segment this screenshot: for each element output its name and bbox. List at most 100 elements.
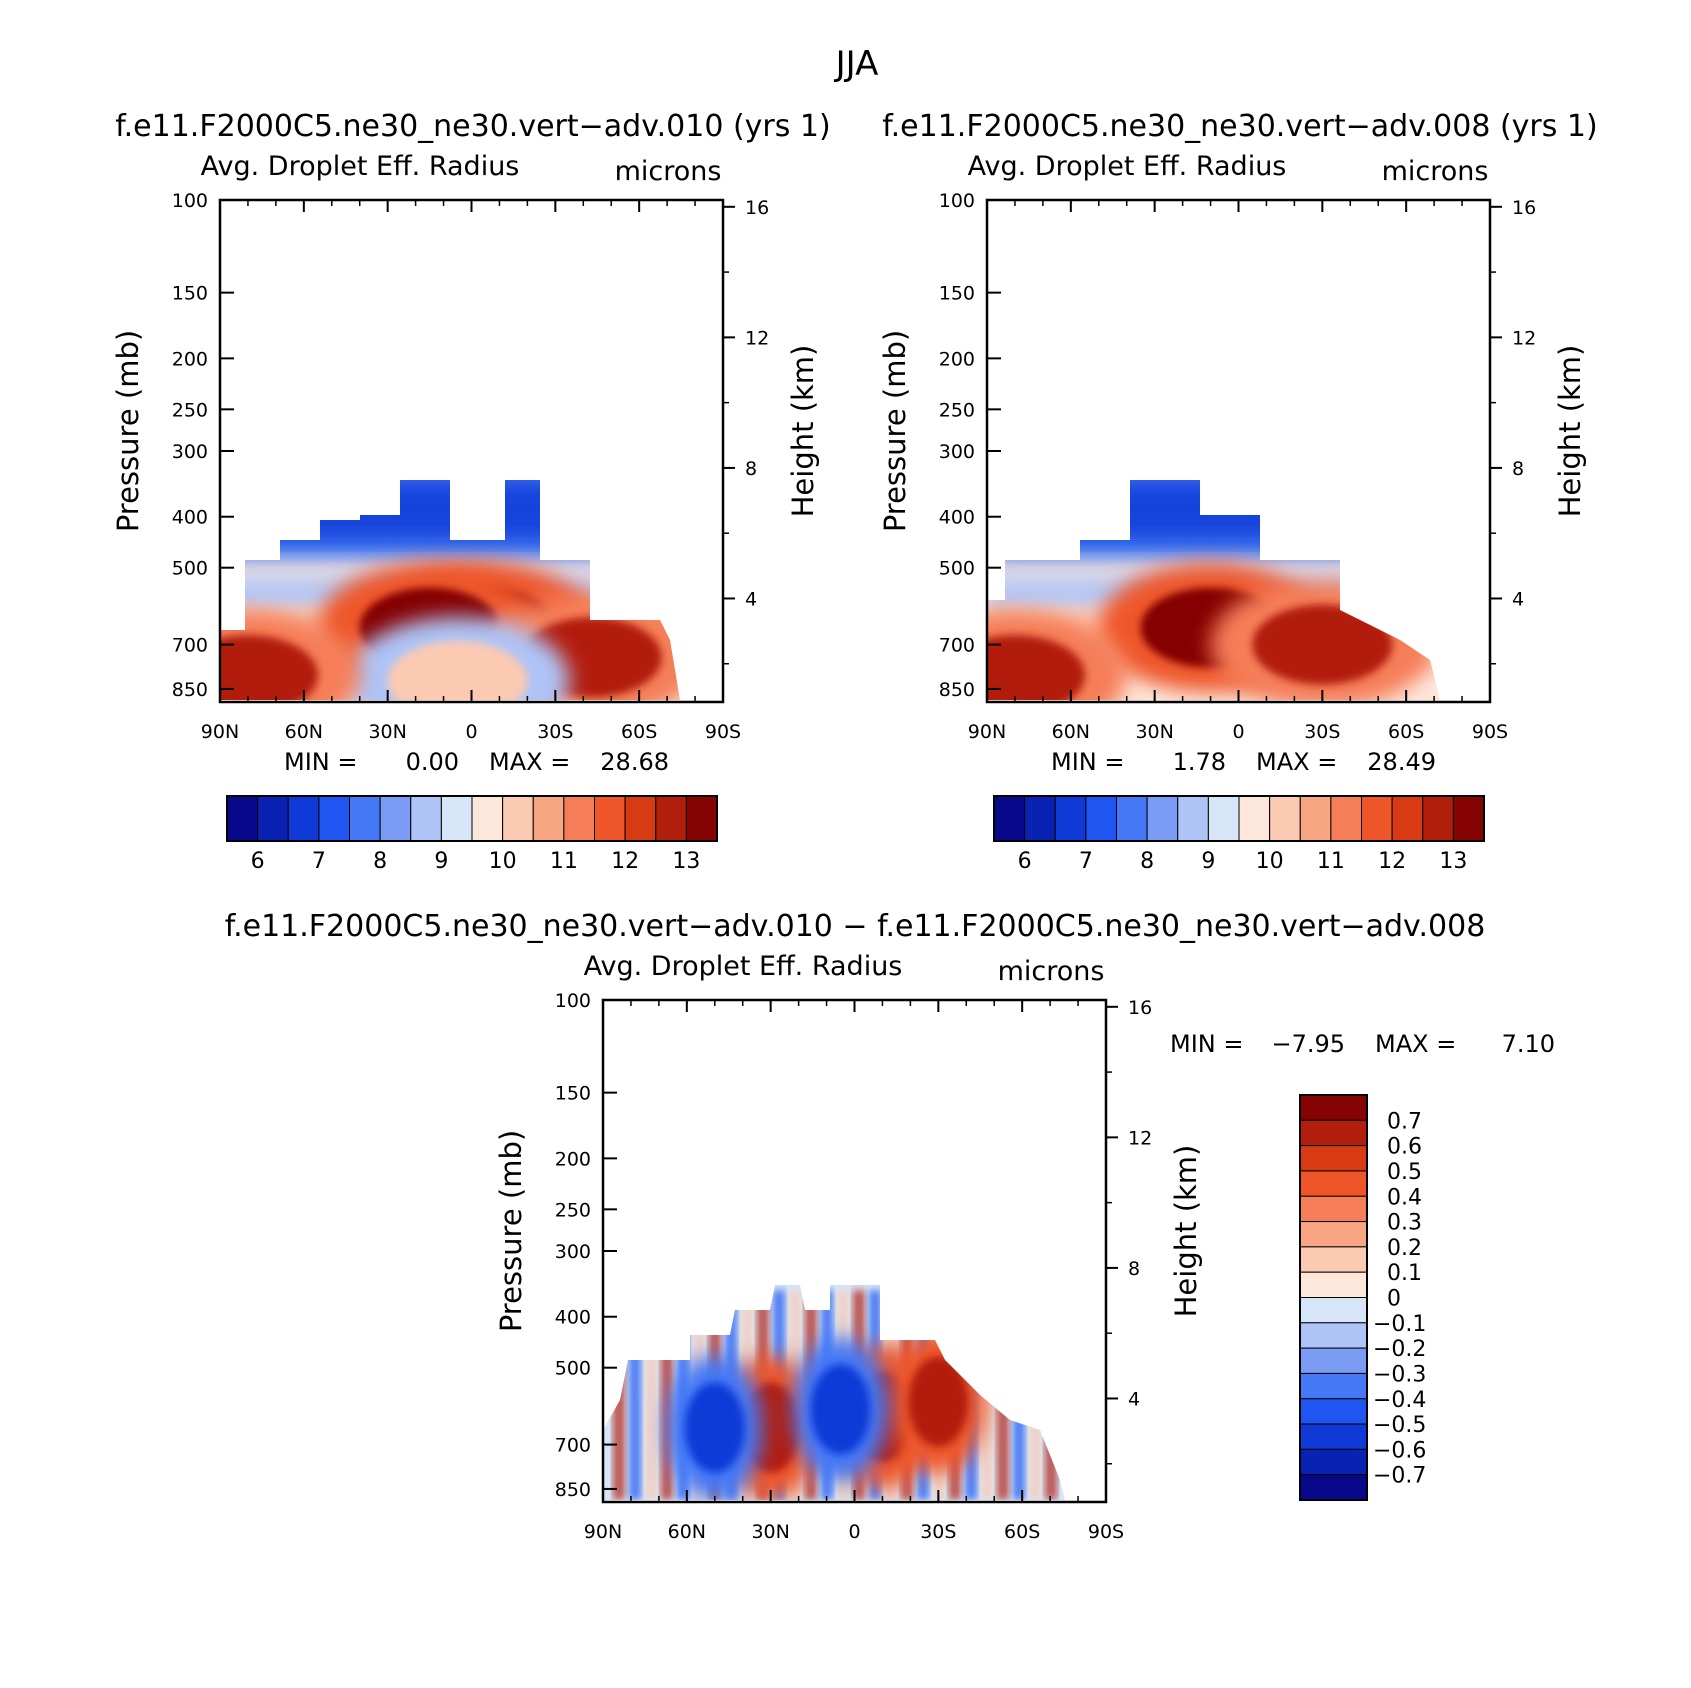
y-tick-label: 100 xyxy=(172,190,208,212)
y-right-tick-label: 8 xyxy=(1128,1258,1140,1280)
y-right-axis-title: Height (km) xyxy=(1169,1145,1203,1318)
colorbar-label: 8 xyxy=(1140,849,1154,874)
panel-case-010: f.e11.F2000C5.ne30_ne30.vert−adv.010 (yr… xyxy=(111,109,831,874)
min-label: MIN = xyxy=(1170,1030,1243,1058)
colorbar-box xyxy=(1299,1195,1368,1223)
y-right-tick-label: 8 xyxy=(745,458,757,480)
colorbar-box xyxy=(1299,1145,1368,1172)
y-tick-label: 200 xyxy=(172,348,208,370)
colorbar-box xyxy=(1177,795,1209,842)
y-right-tick-label: 12 xyxy=(1512,327,1536,349)
colorbar-label: 10 xyxy=(489,849,517,874)
colorbar-label: 11 xyxy=(1317,849,1345,874)
x-tick-label: 90N xyxy=(201,721,239,743)
colorbar-box xyxy=(1299,795,1332,842)
colorbar-label: 0.1 xyxy=(1387,1261,1422,1286)
y-tick-label: 500 xyxy=(172,558,208,580)
x-tick-label: 60N xyxy=(285,721,323,743)
x-tick-label: 60S xyxy=(621,721,657,743)
x-tick-label: 60N xyxy=(668,1521,706,1543)
colorbar-box xyxy=(1391,795,1424,842)
y-tick-label: 250 xyxy=(939,399,975,421)
page-title: JJA xyxy=(834,44,879,84)
y-right-axis-title: Height (km) xyxy=(1553,345,1587,518)
colorbar-label: 0.3 xyxy=(1387,1211,1422,1236)
x-tick-label: 30S xyxy=(920,1521,956,1543)
y-tick-label: 300 xyxy=(939,441,975,463)
feature-core xyxy=(684,1382,745,1473)
units-label: microns xyxy=(615,156,722,187)
colorbar-box xyxy=(1269,795,1301,842)
y-right-tick-label: 8 xyxy=(1512,458,1524,480)
x-tick-label: 30S xyxy=(537,721,573,743)
panel-case-008: f.e11.F2000C5.ne30_ne30.vert−adv.008 (yr… xyxy=(878,109,1598,874)
colorbar-box xyxy=(624,795,657,842)
colorbar-label: 12 xyxy=(611,849,639,874)
colorbar-box xyxy=(349,795,381,842)
colorbar-box xyxy=(1207,795,1240,842)
y-tick-label: 500 xyxy=(939,558,975,580)
feature-core xyxy=(987,635,1085,700)
colorbar-box xyxy=(1299,1119,1368,1147)
colorbar-box xyxy=(257,795,289,842)
min-label: MIN = xyxy=(284,748,357,776)
colorbar-frame xyxy=(1299,1094,1368,1501)
y-tick-label: 100 xyxy=(939,190,975,212)
min-value: 0.00 xyxy=(406,748,459,776)
colorbar-box xyxy=(1361,795,1393,842)
x-tick-label: 30N xyxy=(1135,721,1173,743)
y-tick-label: 150 xyxy=(939,283,975,305)
noise-stripe xyxy=(997,1290,1009,1500)
colorbar-label: 0.2 xyxy=(1387,1236,1422,1261)
colorbar-label: 11 xyxy=(550,849,578,874)
colorbar-box xyxy=(502,795,534,842)
y-tick-label: 700 xyxy=(939,635,975,657)
colorbar-box xyxy=(1299,1423,1368,1450)
colorbar-label: −0.4 xyxy=(1373,1388,1426,1413)
min-value: −7.95 xyxy=(1271,1030,1345,1058)
upper-darkblue-band xyxy=(987,480,1440,540)
colorbar-box xyxy=(1299,1347,1368,1374)
colorbar-frame xyxy=(226,795,718,842)
colorbar-box xyxy=(1024,795,1056,842)
colorbar-box xyxy=(1146,795,1179,842)
x-tick-label: 60S xyxy=(1388,721,1424,743)
colorbar-box xyxy=(685,795,718,842)
colorbar-box xyxy=(1330,795,1362,842)
y-right-tick-label: 16 xyxy=(1512,197,1536,219)
colorbar-label: 6 xyxy=(1018,849,1032,874)
colorbar-box xyxy=(1299,1398,1368,1425)
colorbar-label: −0.5 xyxy=(1373,1413,1426,1438)
y-tick-label: 250 xyxy=(555,1199,591,1221)
colorbar-box xyxy=(1116,795,1148,842)
colorbar-label: 0 xyxy=(1387,1287,1401,1312)
x-tick-label: 0 xyxy=(465,721,477,743)
y-right-tick-label: 12 xyxy=(1128,1127,1152,1149)
y-tick-label: 150 xyxy=(555,1083,591,1105)
colorbar-label: 13 xyxy=(672,849,700,874)
feature-core xyxy=(1252,604,1393,685)
colorbar-box xyxy=(471,795,504,842)
colorbar-label: 0.7 xyxy=(1387,1109,1422,1134)
colorbar-label: 9 xyxy=(434,849,448,874)
max-label: MAX = xyxy=(1256,748,1337,776)
field-area xyxy=(220,480,680,700)
noise-stripe xyxy=(1013,1290,1025,1500)
feature-core xyxy=(387,640,528,700)
colorbar-label: −0.1 xyxy=(1373,1312,1426,1337)
colorbar-box xyxy=(993,795,1026,842)
case-title: f.e11.F2000C5.ne30_ne30.vert−adv.010 − f… xyxy=(225,909,1486,944)
y-tick-label: 150 xyxy=(172,283,208,305)
y-tick-label: 100 xyxy=(555,990,591,1012)
x-tick-label: 30S xyxy=(1304,721,1340,743)
y-right-tick-label: 4 xyxy=(1512,588,1524,610)
noise-stripe xyxy=(645,1290,657,1500)
colorbar-box xyxy=(1299,1297,1368,1324)
units-label: microns xyxy=(1382,156,1489,187)
colorbar-box xyxy=(1299,1322,1368,1349)
upper-blue-band xyxy=(220,480,680,560)
colorbar-label: 7 xyxy=(1079,849,1093,874)
x-tick-label: 60N xyxy=(1052,721,1090,743)
colorbar-label: 6 xyxy=(251,849,265,874)
colorbar-label: 0.6 xyxy=(1387,1135,1422,1160)
